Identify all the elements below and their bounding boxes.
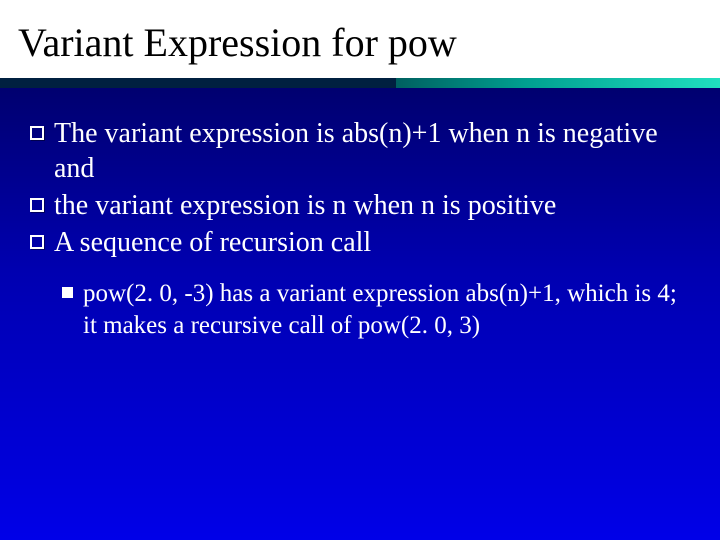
square-bullet-icon: [30, 235, 44, 249]
title-divider: [0, 78, 720, 88]
slide-body: The variant expression is abs(n)+1 when …: [0, 88, 720, 342]
bullet-text: the variant expression is n when n is po…: [54, 188, 690, 223]
title-area: Variant Expression for pow: [0, 0, 720, 78]
bullet-list: The variant expression is abs(n)+1 when …: [30, 116, 690, 260]
bullet-item: The variant expression is abs(n)+1 when …: [30, 116, 690, 186]
divider-accent: [396, 78, 720, 88]
square-bullet-icon: [30, 126, 44, 140]
sub-bullet-text: pow(2. 0, -3) has a variant expression a…: [83, 278, 690, 342]
filled-square-bullet-icon: [62, 287, 73, 298]
sub-bullet-list: pow(2. 0, -3) has a variant expression a…: [62, 278, 690, 342]
bullet-item: the variant expression is n when n is po…: [30, 188, 690, 223]
bullet-item: A sequence of recursion call: [30, 225, 690, 260]
bullet-text: The variant expression is abs(n)+1 when …: [54, 116, 690, 186]
slide-title: Variant Expression for pow: [18, 22, 702, 64]
bullet-text: A sequence of recursion call: [54, 225, 690, 260]
sub-bullet-item: pow(2. 0, -3) has a variant expression a…: [62, 278, 690, 342]
square-bullet-icon: [30, 198, 44, 212]
